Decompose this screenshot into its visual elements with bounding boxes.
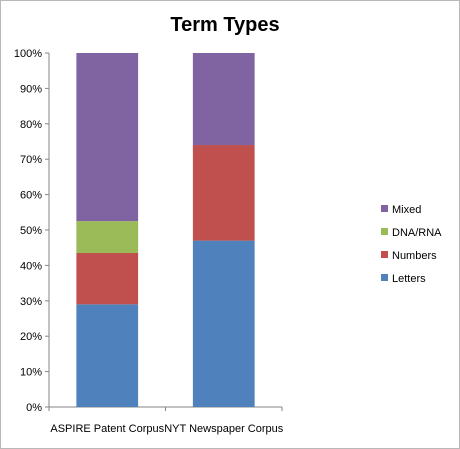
chart-title: Term Types <box>170 14 279 36</box>
legend-label: Letters <box>392 273 426 285</box>
y-tick-label: 60% <box>20 190 42 202</box>
bar-segment-letters <box>192 240 255 407</box>
bar-segment-numbers <box>76 253 139 305</box>
y-tick-label: 40% <box>20 260 42 272</box>
bar-segment-mixed <box>76 53 139 222</box>
legend-label: Numbers <box>392 250 437 262</box>
bar-segment-mixed <box>192 53 255 146</box>
y-tick-label: 80% <box>20 119 42 131</box>
y-tick-label: 0% <box>26 402 42 414</box>
y-tick-label: 90% <box>20 83 42 95</box>
y-tick-label: 20% <box>20 331 42 343</box>
y-axis: 0% 10% 20% 30% 40% 50% 60% 70% 80% 90% 100% <box>14 48 50 414</box>
bar-segment-numbers <box>192 145 255 241</box>
legend-swatch <box>381 274 388 281</box>
legend-swatch <box>381 251 388 258</box>
y-tick-label: 50% <box>20 225 42 237</box>
legend-label: Mixed <box>392 204 421 216</box>
x-category-label: ASPIRE Patent Corpus <box>50 423 164 435</box>
y-tick-label: 70% <box>20 154 42 166</box>
y-tick-label: 100% <box>14 48 42 60</box>
y-tick-label: 10% <box>20 367 42 379</box>
bar-segment-letters <box>76 304 139 407</box>
legend-label: DNA/RNA <box>392 227 442 239</box>
x-category-label: NYT Newspaper Corpus <box>164 423 284 435</box>
legend: Mixed DNA/RNA Numbers Letters <box>381 204 442 285</box>
bar-segment-dna-rna <box>76 221 139 254</box>
bar-series-group <box>76 53 255 407</box>
legend-swatch <box>381 205 388 212</box>
x-axis: ASPIRE Patent Corpus NYT Newspaper Corpus <box>48 406 284 435</box>
legend-swatch <box>381 228 388 235</box>
y-tick-label: 30% <box>20 296 42 308</box>
